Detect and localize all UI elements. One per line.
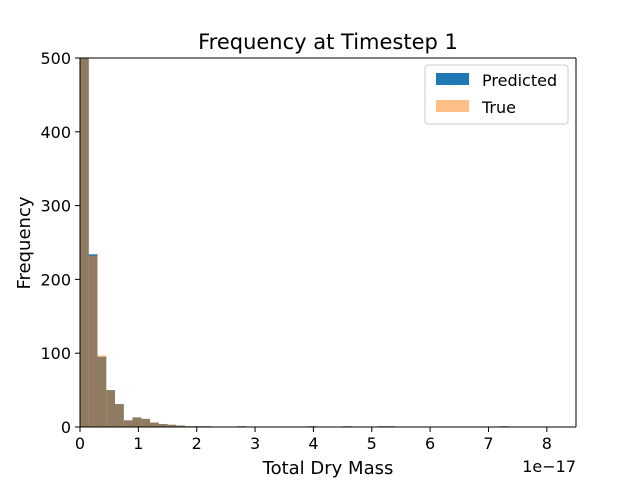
x-tick-label-5: 5 — [367, 434, 377, 453]
x-tick-label-6: 6 — [425, 434, 435, 453]
legend-label-true: True — [481, 98, 516, 117]
bar-true-11 — [176, 425, 186, 427]
bar-true-2 — [97, 355, 107, 427]
bar-true-4 — [115, 404, 124, 427]
bar-true-5 — [123, 420, 133, 427]
x-tick-label-4: 4 — [308, 434, 318, 453]
bar-true-0 — [80, 58, 89, 427]
bar-true-10 — [167, 424, 177, 427]
x-tick-label-0: 0 — [75, 434, 85, 453]
bar-true-7 — [141, 418, 151, 427]
x-tick-label-7: 7 — [483, 434, 493, 453]
y-axis-label: Frequency — [14, 196, 35, 289]
y-tick-label-3: 300 — [40, 197, 71, 216]
x-tick-label-2: 2 — [192, 434, 202, 453]
legend-swatch-predicted — [436, 73, 469, 85]
y-tick-label-1: 100 — [40, 344, 71, 363]
bar-true-3 — [106, 390, 116, 427]
bar-true-6 — [132, 417, 142, 427]
x-axis-ticks: 0 1 2 3 4 5 6 7 8 — [75, 427, 552, 453]
y-tick-label-0: 0 — [61, 418, 71, 437]
x-axis-label: Total Dry Mass — [262, 458, 394, 479]
y-tick-label-2: 200 — [40, 270, 71, 289]
axes — [79, 57, 577, 428]
chart-title: Frequency at Timestep 1 — [198, 30, 458, 54]
plot-area — [80, 58, 509, 427]
y-tick-label-4: 400 — [40, 123, 71, 142]
bar-true-9 — [158, 424, 168, 427]
y-tick-label-5: 500 — [40, 49, 71, 68]
x-tick-label-3: 3 — [250, 434, 260, 453]
y-axis-ticks: 0 100 200 300 400 500 — [40, 49, 80, 437]
x-tick-label-1: 1 — [133, 434, 143, 453]
bar-true-8 — [150, 422, 159, 427]
legend-swatch-true — [436, 100, 469, 112]
legend: Predicted True — [424, 64, 569, 125]
x-axis-offset-text: 1e−17 — [522, 457, 576, 476]
legend-label-predicted: Predicted — [482, 71, 557, 90]
x-tick-label-8: 8 — [542, 434, 552, 453]
bar-true-1 — [88, 255, 98, 427]
